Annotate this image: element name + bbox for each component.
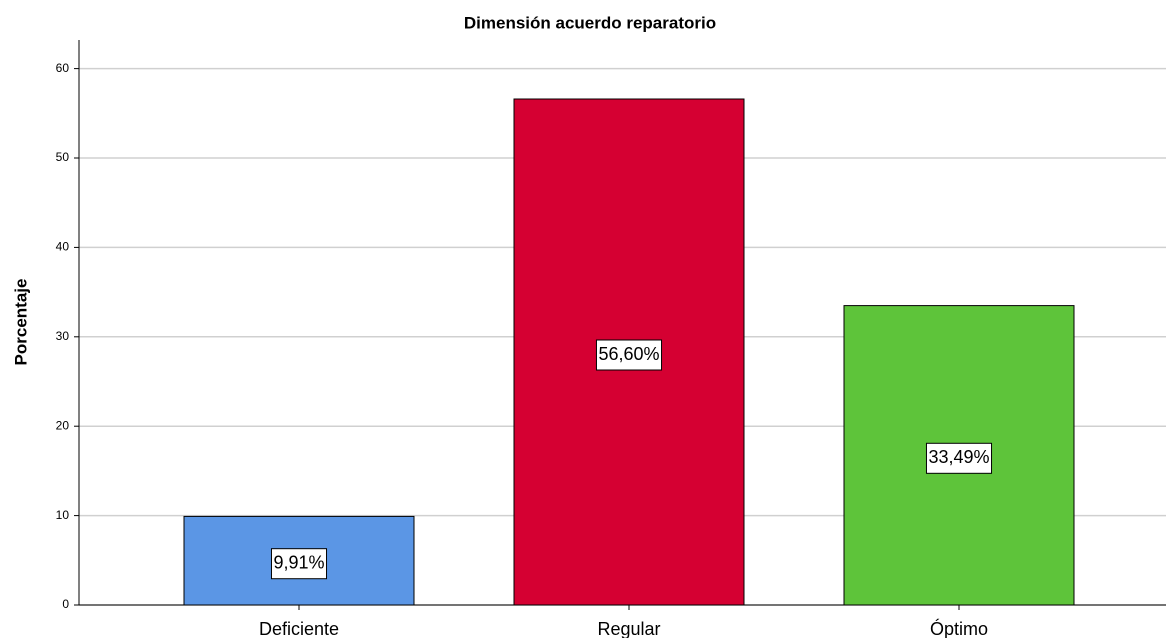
data-label-box xyxy=(595,339,663,371)
chart-title: Dimensión acuerdo reparatorio xyxy=(464,13,716,32)
y-tick-label: 10 xyxy=(56,508,70,522)
y-tick-label: 60 xyxy=(56,61,70,75)
y-tick-label: 20 xyxy=(56,418,70,432)
data-label-box xyxy=(270,548,328,580)
y-tick-label: 0 xyxy=(62,597,69,611)
y-tick-label: 30 xyxy=(56,329,70,343)
data-label-box xyxy=(925,442,993,474)
data-label: 9,91% xyxy=(273,552,324,572)
x-tick-label: Deficiente xyxy=(259,619,339,638)
y-tick-label: 40 xyxy=(56,240,70,254)
x-tick-label: Óptimo xyxy=(930,618,988,638)
data-label: 33,49% xyxy=(928,447,989,467)
y-axis-label: Porcentaje xyxy=(11,279,30,366)
y-tick-label: 50 xyxy=(56,150,70,164)
x-tick-label: Regular xyxy=(597,619,660,638)
data-label: 56,60% xyxy=(598,344,659,364)
